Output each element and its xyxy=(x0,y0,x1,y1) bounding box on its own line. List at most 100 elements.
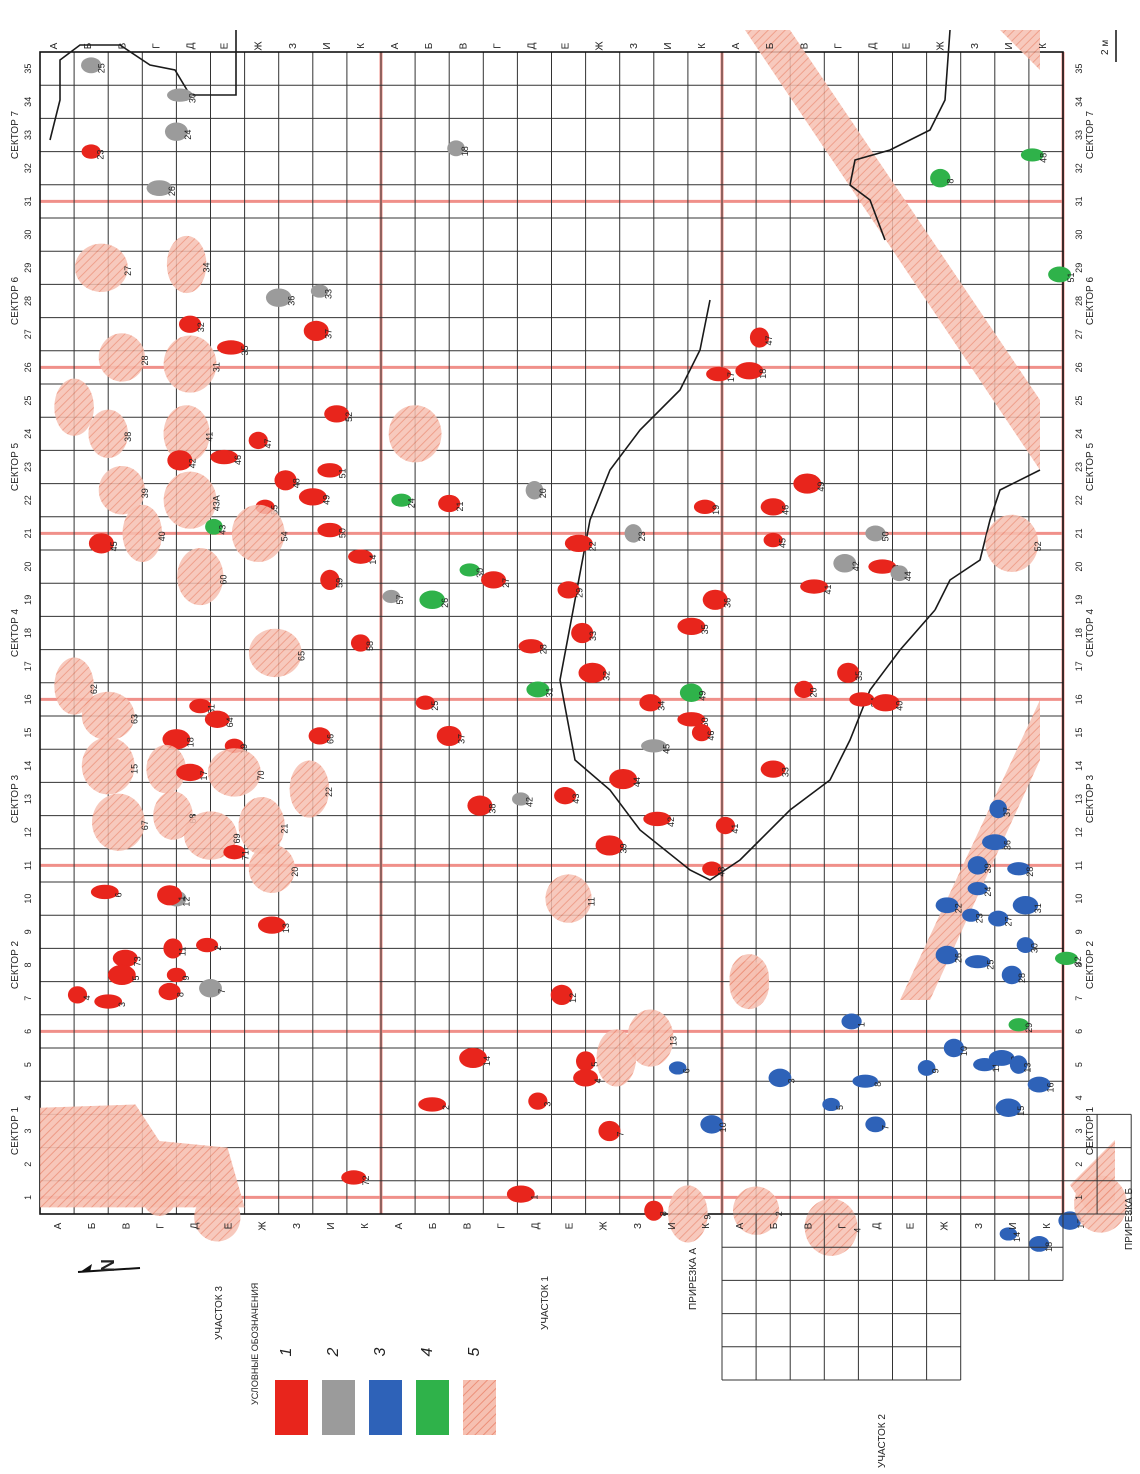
row-letter-top: Г xyxy=(151,43,162,49)
column-number-right: 17 xyxy=(1074,661,1084,671)
row-letter-top: И xyxy=(1004,42,1015,49)
feature-number: 29 xyxy=(1024,1023,1034,1033)
feature-number: 49 xyxy=(698,691,708,701)
feature-green xyxy=(526,681,550,698)
feature-number: 23 xyxy=(637,531,647,541)
feature-gray xyxy=(525,481,544,500)
feature-number: 37 xyxy=(324,329,334,339)
row-letter-top: К xyxy=(1038,43,1049,49)
row-letter-top: Е xyxy=(561,42,572,49)
feature-red xyxy=(639,694,662,712)
feature-number: 17 xyxy=(726,372,736,382)
column-number-right: 21 xyxy=(1074,528,1084,538)
row-letter-top: В xyxy=(799,42,810,49)
grid-border xyxy=(39,51,1064,1215)
legend-number: 3 xyxy=(372,1347,389,1356)
feature-red xyxy=(94,994,123,1009)
feature-gray xyxy=(199,979,222,998)
feature-number: 31 xyxy=(544,687,554,697)
feature-pink xyxy=(163,471,217,529)
scale-label: 2 м xyxy=(1100,40,1111,55)
grid-labels: А Б В Г Д Е Ж З И К А Б В Г Д Е Ж З И К А Б В Г Д Е Ж З И К А Б В Г Д Е Ж З И К… xyxy=(23,41,1084,1231)
feature-number: 20 xyxy=(290,867,300,877)
prirezka-a-grid xyxy=(721,1113,1132,1381)
feature-number: 40 xyxy=(157,531,167,541)
feature-blue xyxy=(917,1060,936,1076)
feature-number: 70 xyxy=(256,770,266,780)
feature-number: 43 xyxy=(571,794,581,804)
column-number-left: 9 xyxy=(23,929,33,934)
row-letter-bottom: Д xyxy=(530,1222,541,1229)
feature-number: 1 xyxy=(530,1195,540,1200)
uchastok-3-label: УЧАСТОК 3 xyxy=(214,1286,225,1340)
feature-number: 14 xyxy=(1012,1232,1022,1242)
feature-number: 37 xyxy=(457,734,467,744)
column-number-left: 3 xyxy=(23,1128,33,1133)
feature-number: 26 xyxy=(167,186,177,196)
feature-number: 51 xyxy=(1066,272,1076,282)
feature-number: 25 xyxy=(986,960,996,970)
feature-pink xyxy=(1074,1175,1127,1233)
feature-pink xyxy=(74,243,128,292)
feature-red xyxy=(298,488,327,506)
feature-red xyxy=(162,729,191,750)
column-number-right: 25 xyxy=(1074,396,1084,406)
feature-number: 41 xyxy=(205,432,215,442)
feature-number: 4 xyxy=(82,995,92,1000)
feature-red xyxy=(317,463,343,478)
feature-number: 28 xyxy=(140,355,150,365)
row-letter-top: Ж xyxy=(254,41,265,51)
feature-red xyxy=(702,589,728,610)
feature-blue xyxy=(1029,1235,1050,1252)
feature-red xyxy=(163,938,183,959)
feature-blue xyxy=(865,1116,886,1133)
sector-label-right: СЕКТОР 3 xyxy=(1085,774,1096,823)
legend-swatch-blue xyxy=(369,1380,402,1435)
feature-number: 48 xyxy=(1039,153,1049,163)
legend-title: УСЛОВНЫЕ ОБОЗНАЧЕНИЯ xyxy=(250,1283,260,1405)
feature-green xyxy=(679,683,703,702)
feature-number: 51 xyxy=(337,468,347,478)
feature-number: 26 xyxy=(440,598,450,608)
row-letter-top: Д xyxy=(526,42,537,49)
feature-number: 42 xyxy=(851,561,861,571)
row-letter-top: З xyxy=(629,43,640,49)
feature-number: 28 xyxy=(1025,867,1035,877)
feature-red xyxy=(609,769,638,790)
feature-number: 50 xyxy=(337,528,347,538)
column-number-right: 27 xyxy=(1074,329,1084,339)
column-number-left: 17 xyxy=(23,661,33,671)
feature-pink xyxy=(184,811,237,860)
feature-pink xyxy=(81,737,135,795)
column-number-left: 34 xyxy=(23,97,33,107)
feature-blue xyxy=(988,1050,1015,1066)
row-letter-top: Г xyxy=(492,43,503,49)
column-number-left: 13 xyxy=(23,794,33,804)
feature-number: 36 xyxy=(723,598,733,608)
row-letter-top: Г xyxy=(833,43,844,49)
feature-pink xyxy=(98,466,145,515)
row-letter-top: Б xyxy=(83,42,94,49)
feature-blue xyxy=(1016,937,1035,954)
sector-label-right: СЕКТОР 6 xyxy=(1085,276,1096,325)
feature-number: 4 xyxy=(593,1078,603,1083)
sector-label-left: СЕКТОР 3 xyxy=(10,774,21,823)
feature-red xyxy=(550,984,573,1005)
feature-red xyxy=(204,710,230,728)
feature-number: 19 xyxy=(711,505,721,515)
row-letter-top: З xyxy=(288,43,299,49)
feature-pink xyxy=(88,409,128,458)
row-letter-top: А xyxy=(731,42,742,49)
feature-number: 34 xyxy=(201,262,211,272)
feature-number: 2 xyxy=(441,1105,451,1110)
feature-red xyxy=(760,760,786,778)
feature-number: 12 xyxy=(182,897,192,907)
feature-number: 45 xyxy=(109,541,119,551)
feature-pink xyxy=(163,405,210,463)
feature-red xyxy=(557,581,580,599)
feature-pink xyxy=(627,1009,674,1067)
feature-number: 42 xyxy=(666,817,676,827)
feature-pink xyxy=(194,1193,241,1242)
feature-number: 40 xyxy=(895,701,905,711)
